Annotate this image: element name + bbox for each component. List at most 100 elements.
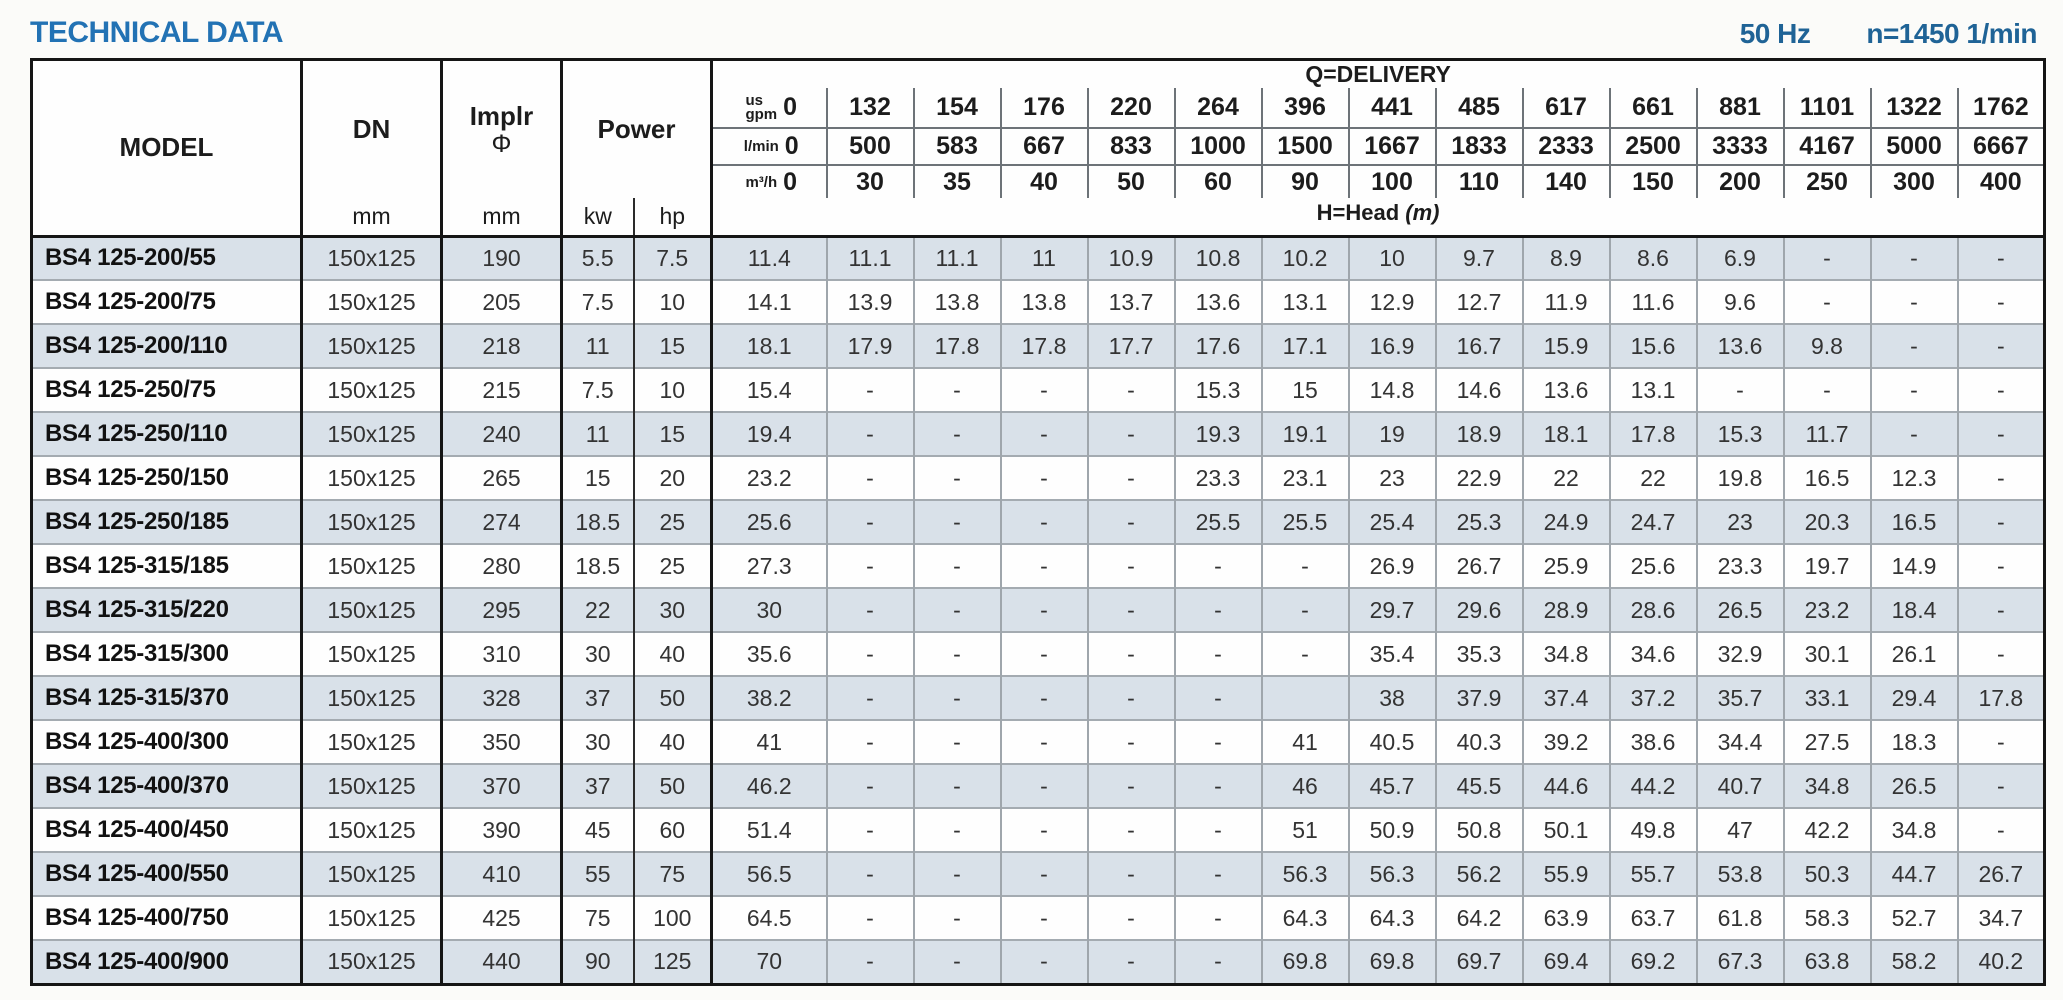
power-hp-cell: 7.5 xyxy=(633,234,713,280)
power-kw-cell: 30 xyxy=(561,631,635,676)
head-value-cell: - xyxy=(1086,675,1175,720)
model-cell: BS4 125-400/370 xyxy=(31,763,303,808)
head-value-cell: - xyxy=(912,939,1001,984)
dn-cell: 150x125 xyxy=(301,895,443,940)
head-value-cell: 16.9 xyxy=(1347,323,1436,368)
table-row: BS4 125-315/220 150x125 295 22 30 30- - - - - -29.… xyxy=(31,587,2045,632)
head-value-cell: - xyxy=(825,939,914,984)
impeller-cell: 240 xyxy=(441,411,563,456)
head-value-cell: 17.1 xyxy=(1260,323,1349,368)
head-value-cell: 63.9 xyxy=(1521,895,1610,940)
head-value-cell: 14.1 xyxy=(711,279,827,324)
head-value-cell: 25.5 xyxy=(1173,499,1262,544)
head-value-cell: 46 xyxy=(1260,763,1349,808)
column-header-dn: DN xyxy=(301,59,443,198)
head-value-cell: 42.2 xyxy=(1782,807,1871,852)
head-value-cell: - xyxy=(1173,587,1262,632)
head-value-cell: 53.8 xyxy=(1695,851,1784,896)
head-value-cell: 9.8 xyxy=(1782,323,1871,368)
delivery-m3h-unit-label: m³/h xyxy=(745,173,778,191)
head-value-cell: - xyxy=(912,851,1001,896)
head-value-cell: 27.5 xyxy=(1782,719,1871,764)
head-value-cell: 14.9 xyxy=(1869,543,1958,588)
head-value-cell: 13.6 xyxy=(1521,367,1610,412)
head-value-cell: 40.2 xyxy=(1956,939,2045,984)
model-cell: BS4 125-315/370 xyxy=(31,675,303,720)
delivery-lmin-row: l/min 0 500 583 667 833 1000 1500 1667 1833 2333 25… xyxy=(32,127,2045,165)
head-value-cell: 15 xyxy=(1260,367,1349,412)
head-value-cell: - xyxy=(1782,367,1871,412)
delivery-lmin-cell: 6667 xyxy=(1956,127,2045,165)
dn-cell: 150x125 xyxy=(301,411,443,456)
dn-cell: 150x125 xyxy=(301,543,443,588)
head-value-cell: - xyxy=(1086,455,1175,500)
model-cell: BS4 125-315/300 xyxy=(31,631,303,676)
head-value-cell: - xyxy=(1086,631,1175,676)
head-value-cell: - xyxy=(825,851,914,896)
power-kw-cell: 75 xyxy=(561,895,635,940)
delivery-usgpm-cell: 881 xyxy=(1695,88,1784,128)
head-value-cell: 15.3 xyxy=(1695,411,1784,456)
head-value-cell: 69.8 xyxy=(1260,939,1349,984)
head-value-cell: - xyxy=(999,587,1088,632)
head-value-cell: - xyxy=(1956,631,2045,676)
delivery-m3h-cell: 35 xyxy=(912,164,1001,198)
head-value-cell: 37.9 xyxy=(1434,675,1523,720)
head-value-cell: 13.9 xyxy=(825,279,914,324)
model-cell: BS4 125-400/750 xyxy=(31,895,303,940)
delivery-m3h-cell: 300 xyxy=(1869,164,1958,198)
head-value-cell: - xyxy=(825,587,914,632)
head-value-cell: 38.6 xyxy=(1608,719,1697,764)
head-value-cell: - xyxy=(1086,763,1175,808)
dn-cell: 150x125 xyxy=(301,631,443,676)
table-row: BS4 125-315/370 150x125 328 37 50 38.2- - - - -38… xyxy=(31,675,2045,720)
head-value-cell: 19.1 xyxy=(1260,411,1349,456)
head-value-cell: 19.7 xyxy=(1782,543,1871,588)
power-hp-header: hp xyxy=(633,198,713,236)
head-value-cell: 13.7 xyxy=(1086,279,1175,324)
head-value-cell: 14.8 xyxy=(1347,367,1436,412)
delivery-lmin-cell: l/min 0 xyxy=(711,127,827,165)
delivery-usgpm-cell: 264 xyxy=(1173,88,1262,128)
head-value-cell: 29.6 xyxy=(1434,587,1523,632)
head-value-cell: 50.1 xyxy=(1521,807,1610,852)
power-kw-cell: 18.5 xyxy=(561,499,635,544)
head-value-cell: - xyxy=(825,411,914,456)
head-value-cell: - xyxy=(825,543,914,588)
head-value-cell: 50.8 xyxy=(1434,807,1523,852)
head-value-cell: 17.8 xyxy=(999,323,1088,368)
dn-unit-label: mm xyxy=(301,198,443,236)
delivery-lmin-zero-value: 0 xyxy=(784,132,799,160)
head-value-cell xyxy=(1260,675,1349,720)
table-row: BS4 125-400/370 150x125 370 37 50 46.2- - - - -46… xyxy=(31,763,2045,808)
power-kw-cell: 22 xyxy=(561,587,635,632)
head-value-cell: 69.4 xyxy=(1521,939,1610,984)
head-value-cell: - xyxy=(1173,851,1262,896)
head-label: H=Head xyxy=(1316,200,1400,225)
head-value-cell: 38 xyxy=(1347,675,1436,720)
table-row: BS4 125-200/110 150x125 218 11 15 18.1 17.9 17.… xyxy=(31,323,2045,368)
head-value-cell: 47 xyxy=(1695,807,1784,852)
impeller-cell: 265 xyxy=(441,455,563,500)
dn-cell: 150x125 xyxy=(301,807,443,852)
power-kw-cell: 11 xyxy=(561,323,635,368)
power-kw-cell: 45 xyxy=(561,807,635,852)
delivery-m3h-cell: 30 xyxy=(825,164,914,198)
model-cell: BS4 125-400/450 xyxy=(31,807,303,852)
head-value-cell: - xyxy=(912,895,1001,940)
delivery-usgpm-unit-label: us gpm xyxy=(745,92,778,124)
head-value-cell: 25.5 xyxy=(1260,499,1349,544)
head-value-cell: 23 xyxy=(1347,455,1436,500)
head-value-cell: - xyxy=(1956,807,2045,852)
power-hp-cell: 10 xyxy=(633,279,713,324)
power-hp-cell: 15 xyxy=(633,323,713,368)
power-hp-cell: 15 xyxy=(633,411,713,456)
head-value-cell: 61.8 xyxy=(1695,895,1784,940)
delivery-lmin-cell: 4167 xyxy=(1782,127,1871,165)
head-value-cell: 51.4 xyxy=(711,807,827,852)
head-value-cell: 17.9 xyxy=(825,323,914,368)
model-cell: BS4 125-200/110 xyxy=(31,323,303,368)
delivery-m3h-cell: m³/h 0 xyxy=(711,164,827,198)
column-header-impeller: Implr Φ xyxy=(441,59,563,198)
head-value-cell: - xyxy=(912,587,1001,632)
